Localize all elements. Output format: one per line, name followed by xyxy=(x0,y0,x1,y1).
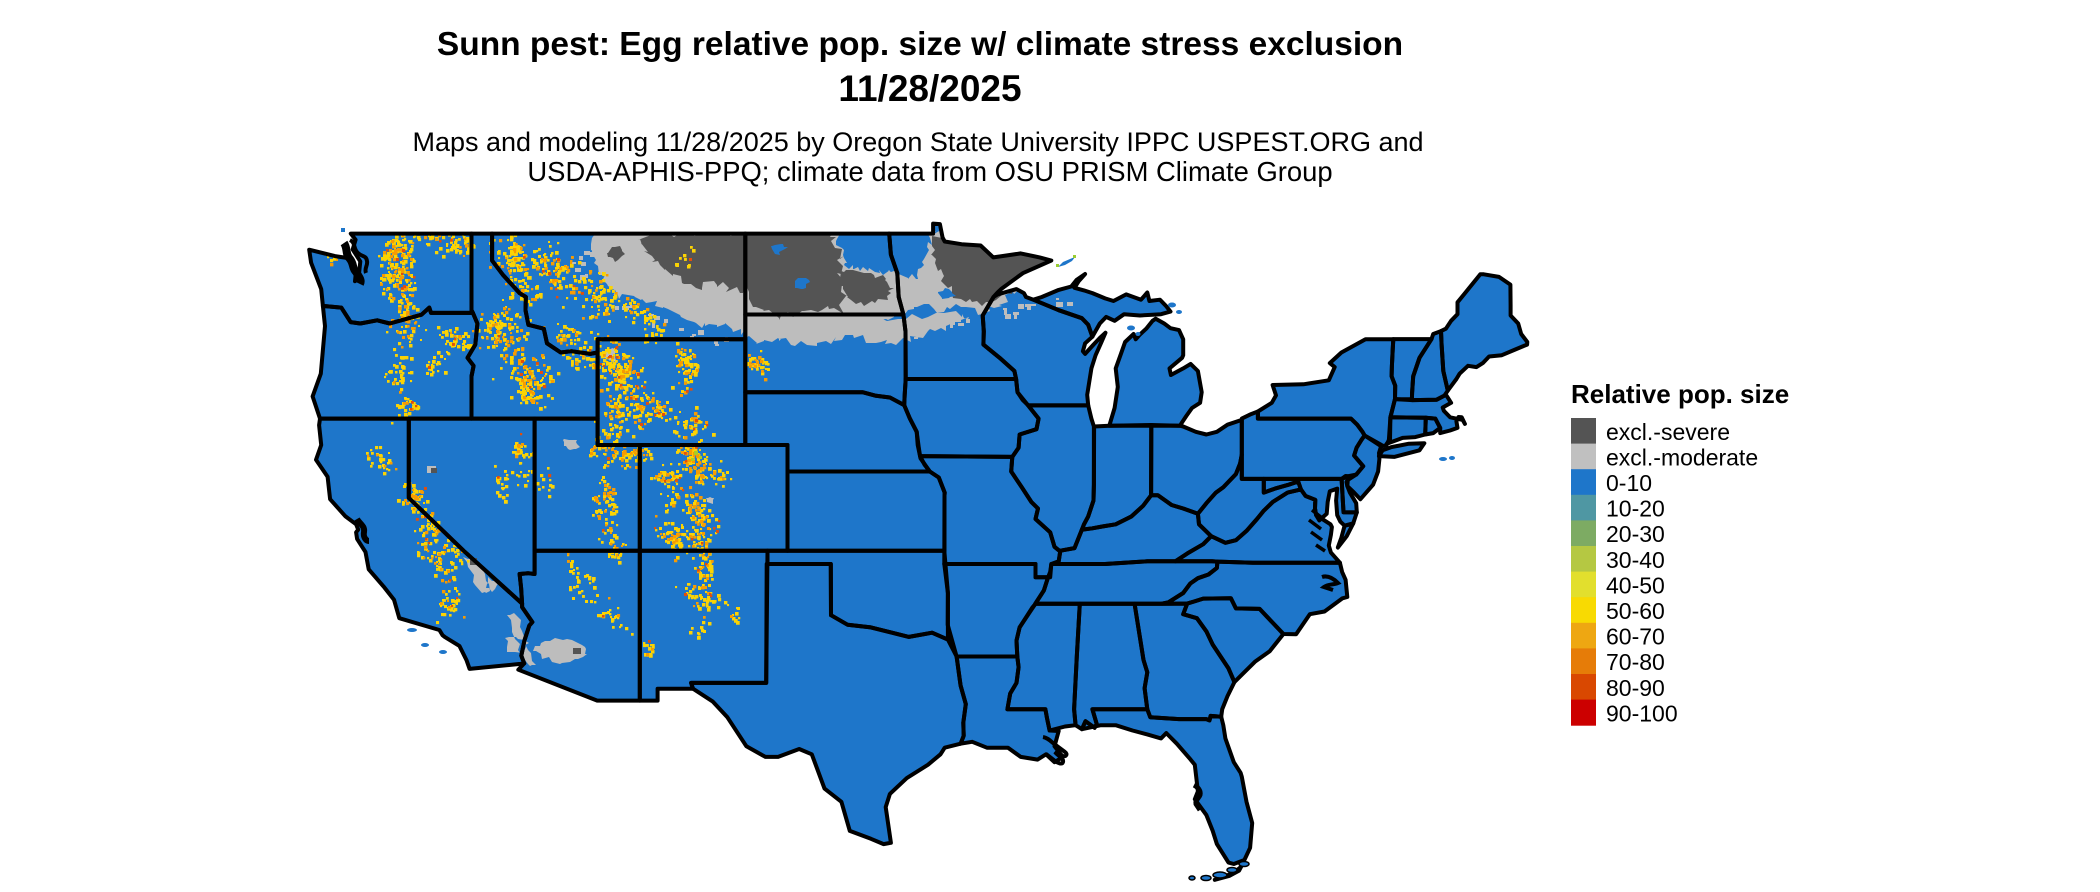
svg-text:0-10: 0-10 xyxy=(1606,470,1652,496)
svg-text:80-90: 80-90 xyxy=(1606,675,1665,701)
svg-text:10-20: 10-20 xyxy=(1606,496,1665,522)
svg-text:50-60: 50-60 xyxy=(1606,598,1665,624)
svg-text:30-40: 30-40 xyxy=(1606,547,1665,573)
svg-text:excl.-moderate: excl.-moderate xyxy=(1606,444,1758,470)
svg-text:70-80: 70-80 xyxy=(1606,649,1665,675)
svg-text:90-100: 90-100 xyxy=(1606,700,1678,726)
svg-text:60-70: 60-70 xyxy=(1606,624,1665,650)
svg-text:excl.-severe: excl.-severe xyxy=(1606,419,1730,445)
svg-text:Relative pop. size: Relative pop. size xyxy=(1571,379,1789,409)
svg-text:40-50: 40-50 xyxy=(1606,572,1665,598)
svg-text:20-30: 20-30 xyxy=(1606,521,1665,547)
